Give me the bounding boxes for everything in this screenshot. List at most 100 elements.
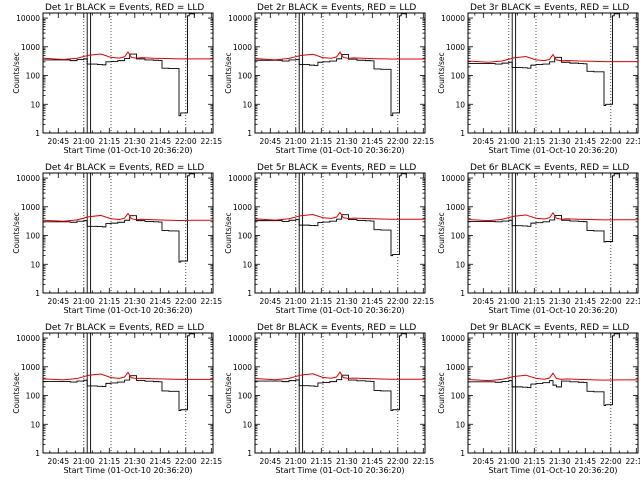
x-axis-label: Start Time (01-Oct-10 20:36:20) xyxy=(488,146,617,155)
y-tick-label: 100 xyxy=(26,392,41,401)
x-tick-label: 22:15 xyxy=(200,457,222,466)
y-axis-label: Counts/sec xyxy=(437,372,446,413)
detector-panel: Det 4r BLACK = Events, RED = LLD 1 10 100 10… xyxy=(12,163,222,315)
x-tick-label: 21:15 xyxy=(98,137,120,146)
detector-panel: Det 3r BLACK = Events, RED = LLD 1 10 100 10… xyxy=(437,3,640,155)
series-events xyxy=(43,333,195,412)
saturation-trace xyxy=(298,172,304,293)
x-tick-label: 21:15 xyxy=(523,457,545,466)
x-tick-label: 22:15 xyxy=(625,457,640,466)
y-tick-label: 1000 xyxy=(21,203,40,212)
x-tick-label: 21:00 xyxy=(285,457,307,466)
y-tick-label: 1 xyxy=(35,449,40,458)
y-tick-label: 10000 xyxy=(228,334,252,343)
x-tick-label: 20:45 xyxy=(47,137,69,146)
saturation-trace xyxy=(298,12,304,133)
x-tick-label: 21:00 xyxy=(73,297,95,306)
x-tick-label: 22:15 xyxy=(625,297,640,306)
detector-panel: Det 8r BLACK = Events, RED = LLD 1 10 100 10… xyxy=(224,323,434,475)
x-tick-label: 20:45 xyxy=(259,137,281,146)
x-tick-label: 21:45 xyxy=(361,137,383,146)
plot-frame xyxy=(254,12,426,134)
x-tick-label: 20:45 xyxy=(259,457,281,466)
x-tick-label: 22:15 xyxy=(412,457,434,466)
plot-frame xyxy=(42,172,214,294)
x-tick-label: 21:15 xyxy=(98,457,120,466)
x-tick-label: 21:45 xyxy=(149,297,171,306)
saturation-trace xyxy=(511,172,517,293)
y-axis-label: Counts/sec xyxy=(12,212,21,253)
y-tick-label: 1 xyxy=(35,129,40,138)
panel-title: Det 3r BLACK = Events, RED = LLD xyxy=(470,3,629,13)
x-axis-label: Start Time (01-Oct-10 20:36:20) xyxy=(275,306,404,315)
detector-panel: Det 2r BLACK = Events, RED = LLD 1 10 100 10… xyxy=(224,3,434,155)
detector-panel: Det 6r BLACK = Events, RED = LLD 1 10 100 10… xyxy=(437,163,640,315)
saturation-trace xyxy=(511,12,517,133)
x-tick-label: 21:00 xyxy=(498,137,520,146)
x-axis-label: Start Time (01-Oct-10 20:36:20) xyxy=(63,466,192,475)
series-lld xyxy=(43,51,213,61)
series-lld xyxy=(255,51,425,61)
x-tick-label: 21:15 xyxy=(523,297,545,306)
x-tick-label: 22:00 xyxy=(600,137,622,146)
saturation-trace xyxy=(86,12,92,133)
y-tick-label: 100 xyxy=(238,232,253,241)
y-tick-label: 100 xyxy=(451,392,466,401)
panel-title: Det 2r BLACK = Events, RED = LLD xyxy=(257,3,416,13)
x-tick-label: 22:00 xyxy=(175,297,197,306)
x-tick-label: 21:15 xyxy=(310,457,332,466)
y-tick-label: 1 xyxy=(460,449,465,458)
detector-panel: Det 1r BLACK = Events, RED = LLD 1 10 100 10… xyxy=(12,3,222,155)
x-tick-label: 20:45 xyxy=(472,457,494,466)
series-lld xyxy=(255,371,425,381)
x-tick-label: 22:15 xyxy=(412,297,434,306)
x-tick-label: 21:00 xyxy=(285,137,307,146)
plot-frame xyxy=(42,332,214,454)
series-events xyxy=(468,333,620,406)
x-tick-label: 22:00 xyxy=(175,137,197,146)
y-tick-label: 100 xyxy=(26,72,41,81)
series-lld xyxy=(43,371,213,381)
y-tick-label: 10 xyxy=(455,100,465,109)
y-tick-label: 10 xyxy=(30,100,40,109)
x-tick-label: 21:30 xyxy=(549,297,571,306)
x-tick-label: 21:45 xyxy=(361,457,383,466)
x-tick-label: 21:45 xyxy=(149,137,171,146)
x-tick-label: 20:45 xyxy=(47,457,69,466)
y-tick-label: 10 xyxy=(242,420,252,429)
y-tick-label: 10000 xyxy=(228,14,252,23)
x-tick-label: 21:15 xyxy=(310,137,332,146)
x-tick-label: 21:45 xyxy=(574,297,596,306)
x-tick-label: 20:45 xyxy=(259,297,281,306)
y-tick-label: 1 xyxy=(35,289,40,298)
plot-frame xyxy=(254,332,426,454)
y-tick-label: 10 xyxy=(30,260,40,269)
saturation-trace xyxy=(86,332,92,453)
series-events xyxy=(43,173,195,263)
x-tick-label: 21:30 xyxy=(124,457,146,466)
x-tick-label: 22:00 xyxy=(387,297,409,306)
plot-frame xyxy=(467,172,639,294)
x-tick-label: 21:30 xyxy=(124,297,146,306)
x-tick-label: 22:00 xyxy=(175,457,197,466)
saturation-trace xyxy=(298,332,304,453)
x-tick-label: 21:00 xyxy=(498,297,520,306)
y-tick-label: 10000 xyxy=(16,334,40,343)
series-events xyxy=(468,173,620,243)
panel-title: Det 7r BLACK = Events, RED = LLD xyxy=(45,323,204,333)
y-tick-label: 100 xyxy=(238,72,253,81)
detector-panel: Det 5r BLACK = Events, RED = LLD 1 10 100 10… xyxy=(224,163,434,315)
x-tick-label: 22:15 xyxy=(625,137,640,146)
x-axis-label: Start Time (01-Oct-10 20:36:20) xyxy=(63,146,192,155)
series-lld xyxy=(468,372,638,382)
series-events xyxy=(43,13,195,117)
panel-title: Det 5r BLACK = Events, RED = LLD xyxy=(257,163,416,173)
y-tick-label: 1000 xyxy=(21,363,40,372)
y-tick-label: 100 xyxy=(238,392,253,401)
y-tick-label: 10000 xyxy=(228,174,252,183)
y-tick-label: 1000 xyxy=(446,203,465,212)
y-tick-label: 10 xyxy=(242,260,252,269)
y-tick-label: 10000 xyxy=(441,14,465,23)
x-tick-label: 22:15 xyxy=(412,137,434,146)
x-tick-label: 21:45 xyxy=(361,297,383,306)
